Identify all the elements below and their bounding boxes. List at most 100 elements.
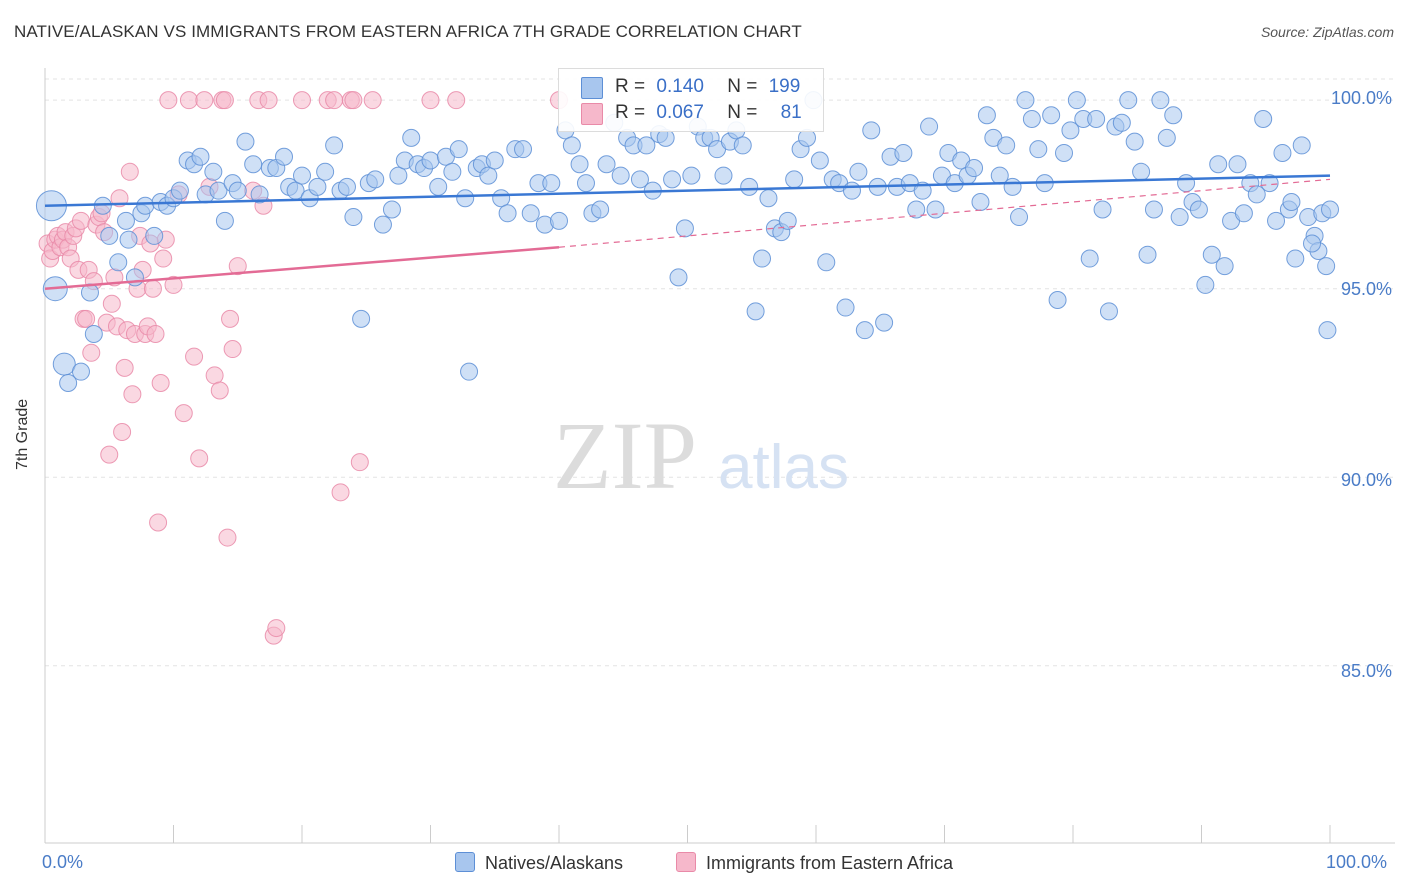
- natives-point: [125, 268, 144, 287]
- eastern-africa-point: [113, 422, 132, 441]
- eastern-africa-point: [350, 453, 369, 472]
- natives-point: [215, 211, 234, 230]
- bottom-legend-label-natives: Natives/Alaskans: [485, 853, 624, 873]
- eastern-africa-point: [205, 366, 224, 385]
- natives-point: [293, 166, 311, 185]
- natives-point: [1318, 321, 1337, 340]
- natives-point: [836, 298, 855, 317]
- legend-text-eastern-africa: R = 0.067 N = 81: [615, 102, 802, 124]
- natives-point: [492, 189, 511, 208]
- natives-point: [550, 211, 568, 230]
- natives-point: [1209, 155, 1228, 174]
- n-label: N =: [727, 76, 758, 97]
- eastern-africa-point: [331, 483, 350, 502]
- natives-point: [862, 121, 881, 140]
- natives-point: [542, 174, 561, 193]
- natives-point: [977, 106, 996, 125]
- natives-point: [1151, 91, 1170, 110]
- natives-point: [71, 362, 90, 381]
- eastern-africa-point: [421, 91, 440, 110]
- natives-point: [591, 200, 610, 219]
- eastern-africa-point: [325, 91, 344, 110]
- bottom-legend-natives: Natives/Alaskans: [455, 852, 623, 874]
- source-credit: Source: ZipAtlas.com: [1260, 24, 1394, 40]
- natives-point: [308, 177, 327, 196]
- eastern-africa-point: [159, 91, 178, 110]
- natives-point: [669, 268, 688, 287]
- natives-point: [746, 302, 765, 321]
- eastern-africa-point: [151, 373, 170, 392]
- natives-point: [778, 211, 797, 230]
- natives-point: [663, 170, 682, 189]
- eastern-africa-point: [221, 309, 240, 328]
- natives-point: [337, 177, 356, 196]
- natives-point: [1099, 302, 1118, 321]
- eastern-africa-point: [82, 343, 101, 362]
- natives-point: [1144, 200, 1163, 219]
- series-eastern-africa-points: [38, 91, 568, 645]
- natives-point: [1234, 204, 1253, 223]
- natives-point: [894, 143, 913, 162]
- natives-point: [228, 181, 247, 200]
- eastern-africa-point: [110, 189, 129, 208]
- eastern-africa-point: [210, 381, 229, 400]
- natives-point: [1080, 249, 1099, 268]
- natives-point: [971, 192, 990, 211]
- y-tick-label-85: 85.0%: [1340, 661, 1392, 681]
- natives-point: [1061, 121, 1080, 140]
- natives-point: [250, 185, 269, 204]
- eastern-africa-point: [344, 91, 363, 110]
- natives-point: [1303, 234, 1322, 253]
- natives-point: [136, 196, 155, 215]
- natives-point: [785, 170, 804, 189]
- eastern-africa-point: [77, 309, 96, 328]
- r-value: 0.067: [656, 102, 704, 123]
- y-tick-label-100: 100.0%: [1330, 88, 1392, 108]
- natives-point: [191, 147, 210, 166]
- natives-point: [1003, 177, 1022, 196]
- chart-title: NATIVE/ALASKAN VS IMMIGRANTS FROM EASTER…: [14, 22, 802, 41]
- natives-point: [875, 313, 894, 332]
- natives-point: [1157, 128, 1176, 147]
- natives-point: [907, 200, 926, 219]
- eastern-africa-point: [71, 211, 90, 230]
- natives-point: [1048, 291, 1067, 310]
- bottom-legend-label-eastern-africa: Immigrants from Eastern Africa: [706, 853, 954, 873]
- series-natives-points: [35, 91, 1339, 392]
- x-tick-label-max: 100.0%: [1326, 852, 1388, 872]
- legend-text-natives: R = 0.140 N = 199: [615, 76, 800, 98]
- eastern-africa-point: [164, 275, 183, 294]
- eastern-africa-point: [102, 294, 121, 313]
- watermark: ZIP atlas: [553, 402, 849, 509]
- natives-point: [1321, 200, 1339, 219]
- natives-point: [275, 147, 294, 166]
- natives-point: [920, 117, 939, 136]
- natives-point: [1196, 275, 1215, 294]
- natives-point: [1138, 245, 1157, 264]
- natives-point: [1125, 132, 1144, 151]
- natives-point: [456, 189, 475, 208]
- eastern-africa-point: [267, 619, 286, 638]
- legend-swatch-pink: [581, 103, 603, 125]
- trend-line-eastern-africa: [44, 245, 560, 290]
- natives-point: [562, 136, 581, 155]
- natives-point: [1317, 257, 1336, 276]
- natives-point: [759, 189, 778, 208]
- n-value: 199: [768, 76, 801, 97]
- natives-point: [855, 321, 874, 340]
- natives-point: [1042, 106, 1061, 125]
- natives-point: [325, 136, 344, 155]
- natives-point: [521, 204, 540, 223]
- natives-point: [389, 166, 408, 185]
- natives-point: [59, 373, 78, 392]
- natives-point: [1177, 174, 1196, 193]
- natives-point: [460, 362, 479, 381]
- r-label: R =: [615, 102, 646, 123]
- bottom-legend-swatch-pink: [676, 852, 696, 872]
- eastern-africa-point: [195, 91, 214, 110]
- eastern-africa-point: [228, 257, 247, 276]
- natives-point: [429, 177, 448, 196]
- bottom-legend-swatch-blue: [455, 852, 475, 872]
- watermark-zip: ZIP: [553, 402, 697, 509]
